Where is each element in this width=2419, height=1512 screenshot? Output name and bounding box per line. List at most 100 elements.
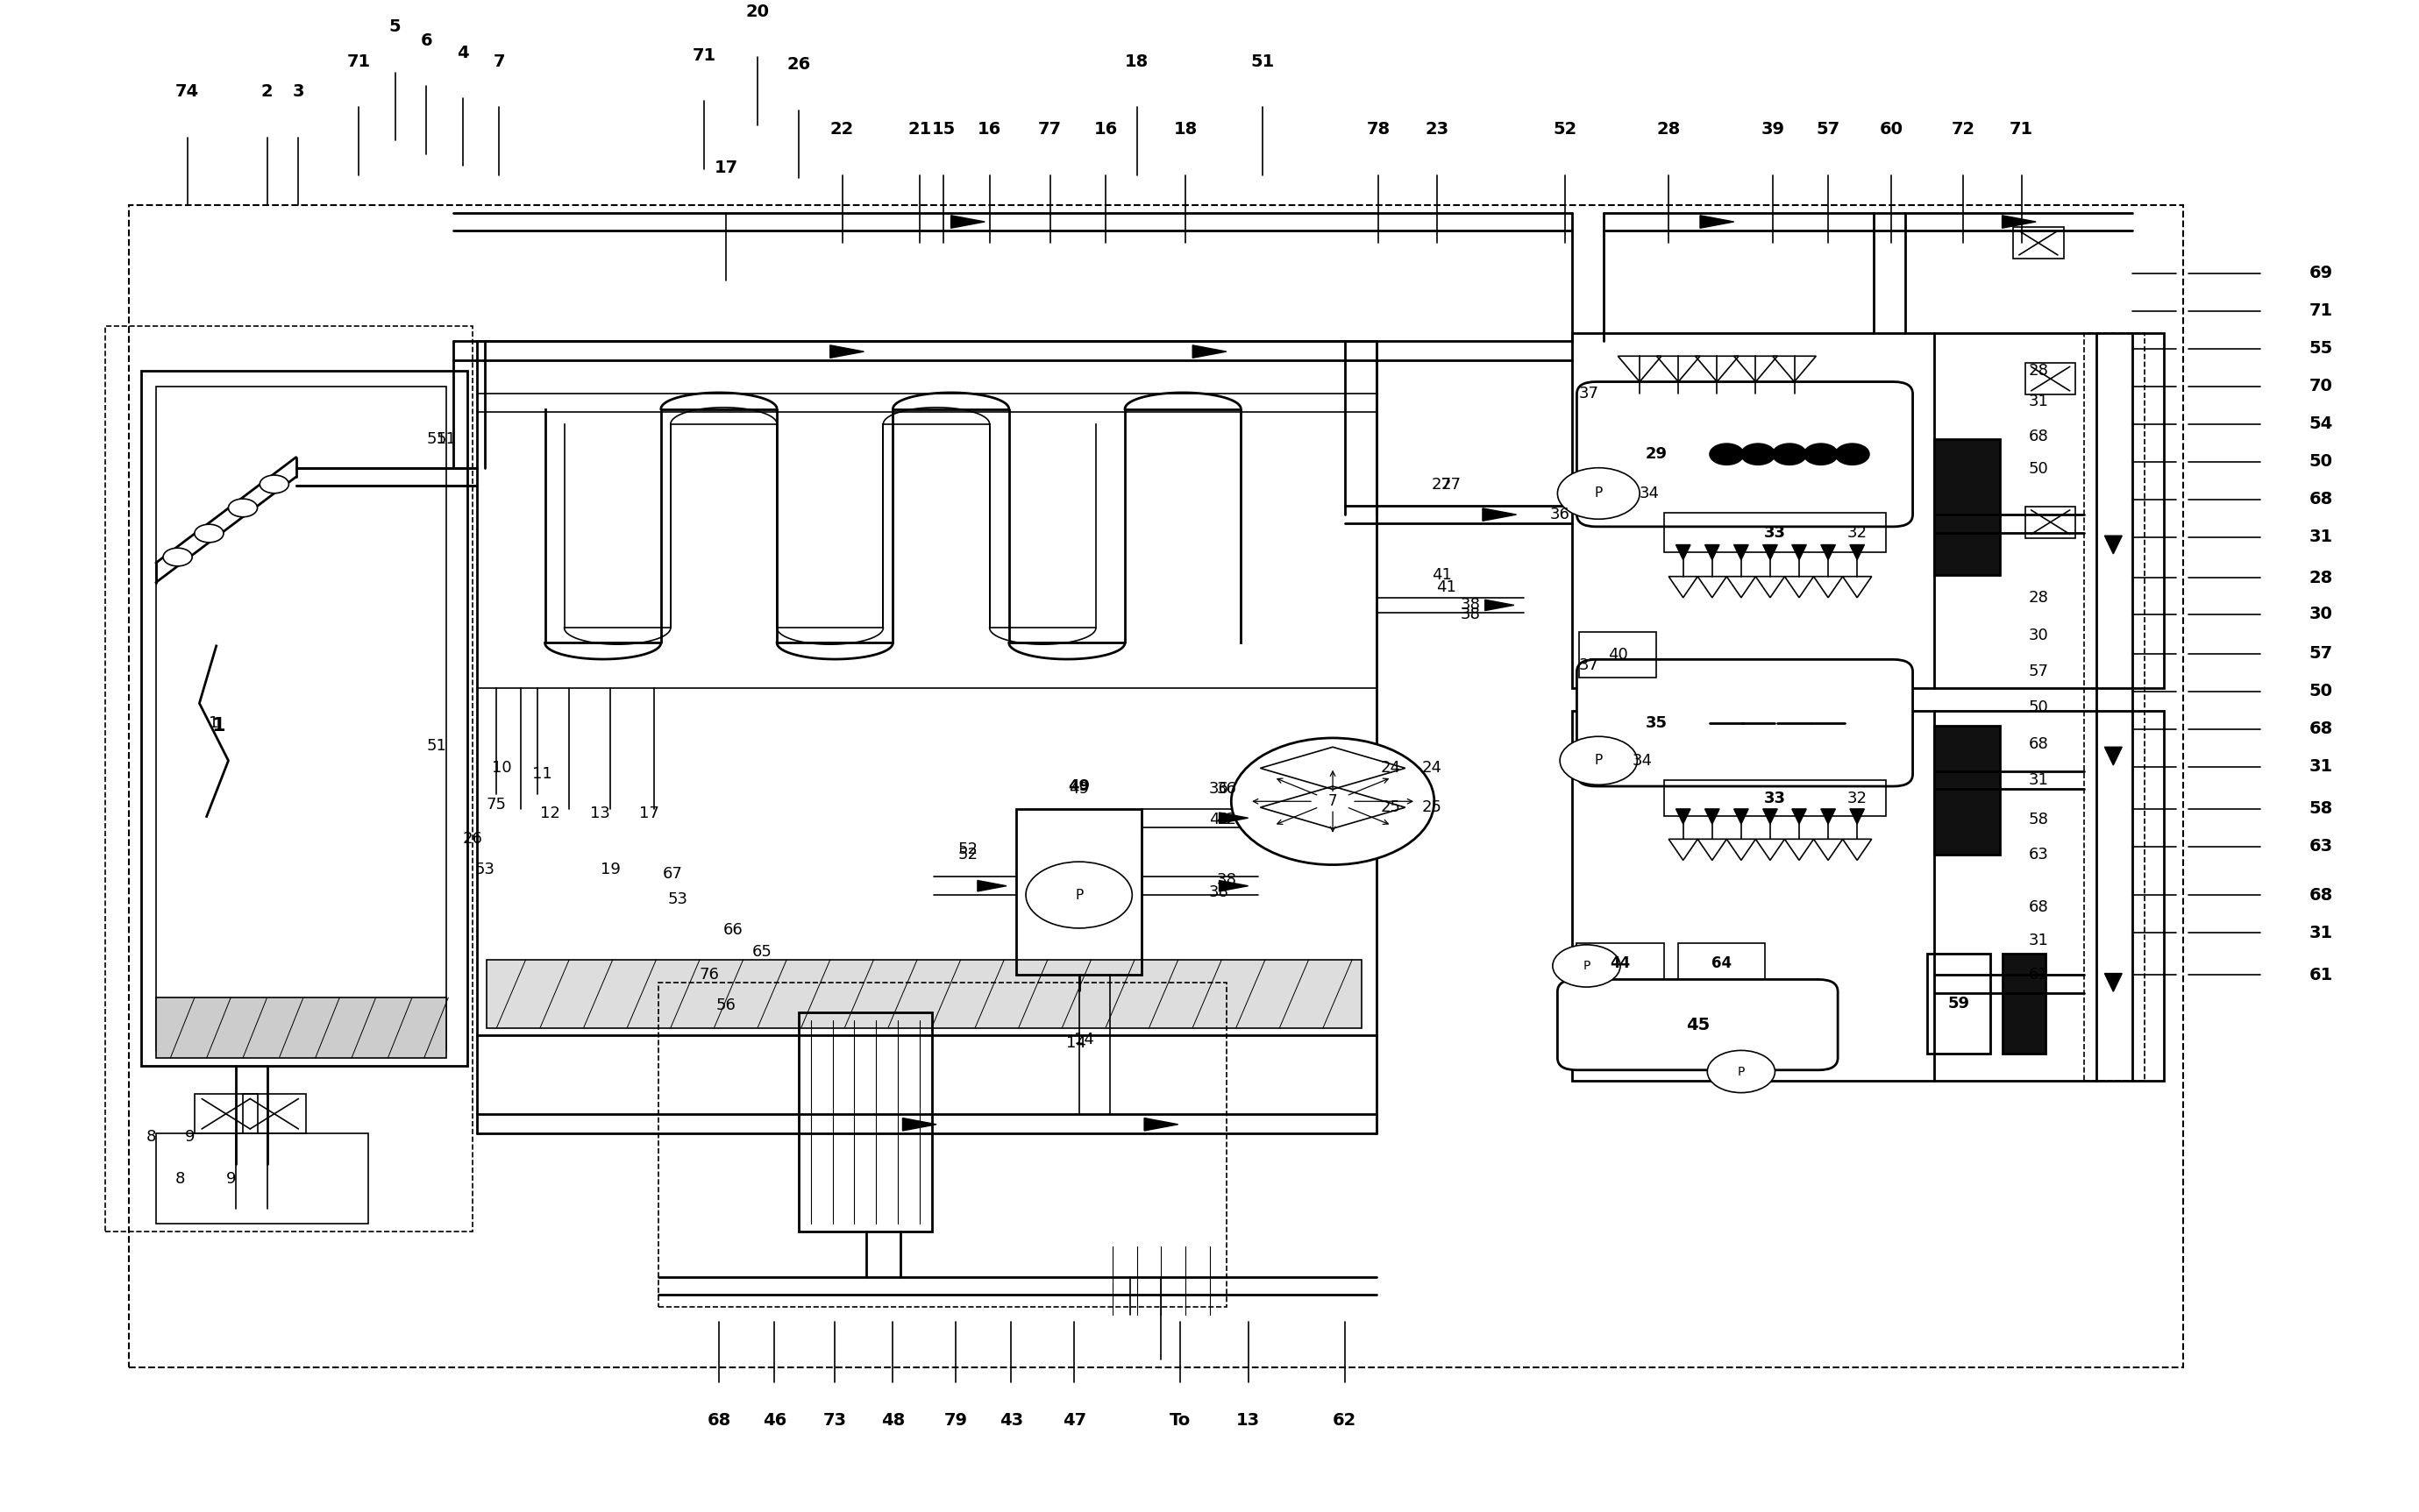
Text: 34: 34	[1633, 753, 1652, 768]
FancyBboxPatch shape	[1577, 659, 1913, 786]
Bar	[1572, 334, 2165, 688]
Text: 31: 31	[2310, 529, 2332, 546]
Text: 74: 74	[177, 83, 198, 100]
Bar	[1935, 726, 2001, 854]
Text: 9: 9	[225, 1170, 235, 1187]
Text: 13: 13	[590, 806, 610, 821]
Circle shape	[1773, 443, 1807, 464]
Text: 58: 58	[2030, 812, 2049, 827]
Text: 68: 68	[2030, 428, 2049, 445]
Text: 67: 67	[663, 866, 682, 881]
Bar	[2085, 334, 2146, 1081]
Bar	[1572, 711, 2165, 1081]
Text: 28: 28	[2030, 363, 2049, 380]
Text: 25: 25	[1381, 800, 1401, 815]
Text: 71: 71	[692, 47, 716, 64]
Text: 59: 59	[1947, 996, 1969, 1012]
Text: 48: 48	[881, 1412, 905, 1429]
Text: 38: 38	[1210, 885, 1229, 900]
Text: 71: 71	[2010, 121, 2034, 138]
Text: 71: 71	[2310, 302, 2332, 319]
Bar	[1928, 954, 1991, 1054]
Text: 72: 72	[1952, 121, 1976, 138]
Circle shape	[1742, 443, 1776, 464]
Text: 73: 73	[822, 1412, 847, 1429]
Text: 17: 17	[714, 159, 738, 175]
Text: 26: 26	[462, 832, 481, 847]
Text: 11: 11	[532, 767, 552, 782]
Text: 30: 30	[2310, 606, 2332, 623]
Text: 15: 15	[931, 121, 956, 138]
Text: 8: 8	[145, 1128, 157, 1145]
Text: 35: 35	[1645, 715, 1667, 730]
Text: 54: 54	[2310, 416, 2332, 432]
Text: 31: 31	[2030, 773, 2049, 788]
Bar	[2003, 954, 2046, 1054]
Text: 18: 18	[1125, 53, 1149, 70]
Text: 52: 52	[1553, 121, 1577, 138]
Text: 61: 61	[2310, 966, 2332, 983]
Bar	[128, 206, 2184, 1367]
Polygon shape	[2105, 747, 2121, 765]
Text: 31: 31	[2030, 393, 2049, 410]
Polygon shape	[1822, 544, 1836, 559]
Text: 42: 42	[1210, 812, 1229, 827]
Text: 17: 17	[639, 806, 658, 821]
Polygon shape	[1676, 809, 1691, 824]
Polygon shape	[1734, 809, 1749, 824]
Text: 3: 3	[293, 83, 305, 100]
Bar	[1664, 513, 1887, 552]
Text: 30: 30	[2030, 627, 2049, 643]
Text: 25: 25	[1422, 800, 1442, 815]
Polygon shape	[1763, 544, 1778, 559]
Polygon shape	[1483, 508, 1517, 522]
Text: 50: 50	[2310, 454, 2332, 470]
Polygon shape	[1193, 345, 1226, 358]
Text: 62: 62	[1333, 1412, 1357, 1429]
Text: 5: 5	[389, 18, 402, 35]
Text: 13: 13	[1236, 1412, 1260, 1429]
Circle shape	[1560, 736, 1638, 785]
Bar	[155, 998, 445, 1058]
Text: 51: 51	[1251, 53, 1275, 70]
Text: 52: 52	[958, 847, 977, 862]
Text: 50: 50	[2030, 700, 2049, 715]
Text: 71: 71	[346, 53, 370, 70]
Text: 6: 6	[421, 32, 433, 48]
Polygon shape	[1705, 544, 1720, 559]
Text: 8: 8	[174, 1170, 184, 1187]
Text: 58: 58	[2310, 800, 2332, 818]
Text: 38: 38	[1217, 872, 1236, 888]
Text: 47: 47	[1062, 1412, 1086, 1429]
Text: 16: 16	[1093, 121, 1118, 138]
Text: 27: 27	[1442, 476, 1461, 493]
Text: 63: 63	[2030, 847, 2049, 862]
Text: P: P	[1074, 889, 1084, 901]
FancyBboxPatch shape	[1558, 980, 1838, 1070]
Bar	[242, 1095, 305, 1134]
Bar	[140, 370, 467, 1066]
Text: 46: 46	[762, 1412, 786, 1429]
Polygon shape	[902, 1117, 936, 1131]
Text: 68: 68	[706, 1412, 731, 1429]
Text: 79: 79	[943, 1412, 968, 1429]
Text: 77: 77	[1038, 121, 1062, 138]
Text: 36: 36	[1210, 782, 1229, 797]
Bar	[2013, 227, 2063, 259]
Text: 41: 41	[1437, 579, 1456, 594]
Circle shape	[1708, 1051, 1776, 1093]
Text: 28: 28	[2310, 570, 2332, 587]
Bar	[1664, 780, 1887, 816]
Polygon shape	[1676, 544, 1691, 559]
Bar	[477, 342, 1376, 1036]
Bar	[1580, 632, 1657, 677]
Text: 40: 40	[1609, 647, 1628, 662]
Polygon shape	[1485, 600, 1514, 611]
Text: 55: 55	[2310, 340, 2332, 357]
Text: 1: 1	[213, 717, 225, 735]
Text: 36: 36	[1551, 507, 1570, 523]
Text: 51: 51	[435, 431, 455, 448]
Text: 29: 29	[1645, 446, 1667, 463]
Text: 34: 34	[1640, 485, 1659, 502]
Polygon shape	[2003, 215, 2037, 228]
